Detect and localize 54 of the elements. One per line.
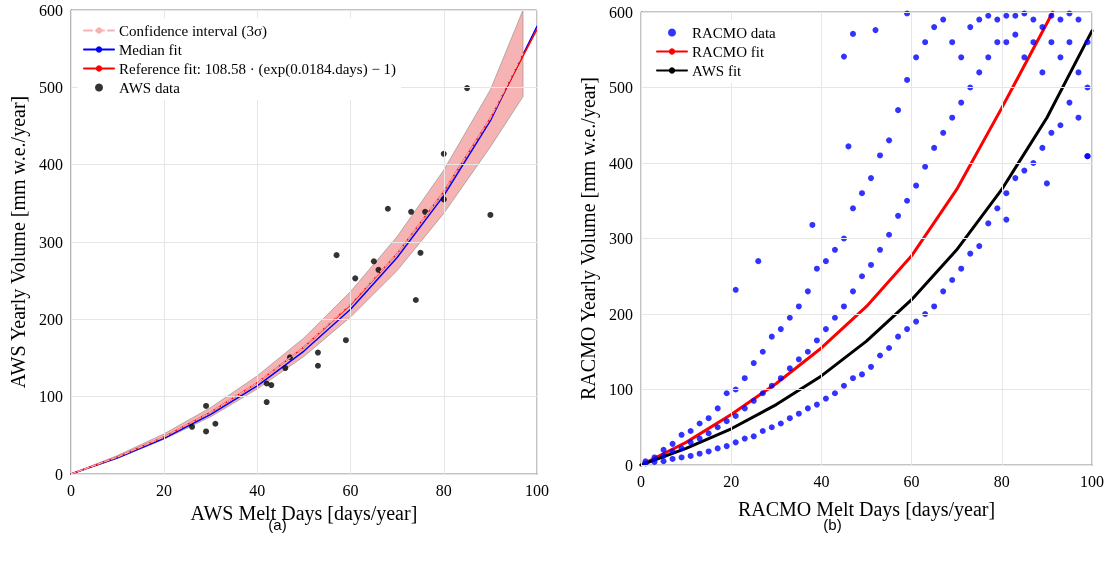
point	[422, 208, 429, 215]
legend-label: RACMO data	[692, 24, 777, 41]
x-tick-label: 60	[903, 472, 920, 490]
y-tick-label: 0	[625, 456, 633, 474]
x-tick-label: 20	[156, 481, 173, 499]
point	[370, 258, 377, 265]
point	[384, 205, 391, 212]
point	[417, 249, 424, 256]
point	[282, 365, 289, 372]
x-tick-label: 100	[525, 481, 549, 499]
point	[408, 208, 415, 215]
point	[342, 337, 349, 344]
point	[412, 297, 419, 303]
y-tick-label: 300	[38, 233, 63, 251]
legend-label: AWS data	[119, 79, 181, 96]
x-tick-label: 80	[993, 472, 1010, 490]
y-tick-label: 200	[609, 305, 633, 323]
legend-label: Reference fit: 108.58 · (exp(0.0184.days) − 1)	[119, 60, 397, 78]
point	[189, 423, 196, 430]
text: (b)	[823, 516, 842, 533]
y-tick-label: 300	[609, 230, 633, 247]
point	[352, 275, 359, 282]
x-tick-label: 0	[637, 472, 645, 490]
legend-label: Median fit	[119, 41, 183, 58]
x-tick-label: 80	[435, 481, 452, 499]
point	[203, 428, 210, 435]
point	[487, 211, 494, 218]
x-tick-label: 40	[249, 481, 266, 499]
y-tick-label: 400	[38, 156, 63, 174]
y-axis-title: AWS Yearly Volume [mm w.e./year]	[7, 95, 30, 389]
y-tick-label: 400	[609, 154, 633, 172]
point	[268, 382, 275, 389]
y-tick-label: 200	[38, 310, 63, 328]
y-tick-label: 600	[38, 1, 63, 19]
legend-label: RACMO fit	[692, 43, 765, 60]
y-tick-label: 100	[609, 381, 633, 398]
y-tick-label: 100	[38, 388, 63, 406]
y-tick-label: 600	[609, 3, 633, 21]
point	[314, 349, 321, 356]
x-tick-label: 20	[723, 472, 740, 490]
point	[314, 362, 321, 369]
x-tick-label: 0	[66, 481, 75, 499]
legend-label: Confidence interval (3σ)	[119, 22, 268, 40]
x-tick-label: 40	[813, 472, 830, 490]
x-tick-label: 100	[1080, 472, 1104, 490]
point	[263, 399, 270, 406]
legend-label: AWS fit	[692, 62, 743, 79]
point	[203, 402, 210, 409]
point	[212, 420, 219, 427]
y-axis-title: RACMO Yearly Volume [mm w.e./year]	[577, 77, 601, 400]
y-tick-label: 500	[609, 79, 633, 96]
x-tick-label: 60	[342, 481, 359, 499]
y-tick-label: 500	[38, 78, 63, 96]
point	[333, 252, 340, 259]
